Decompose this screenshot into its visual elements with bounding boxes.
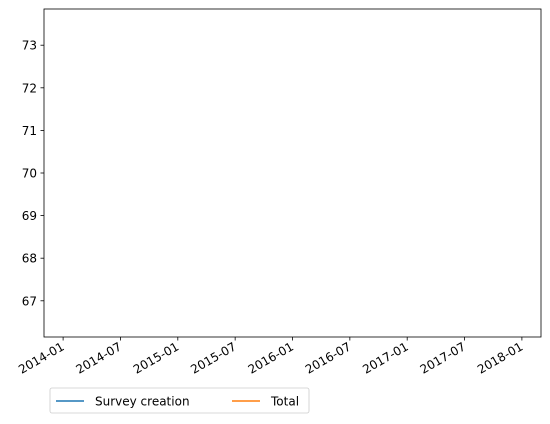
legend-label-survey-creation: Survey creation [95,395,190,409]
legend: Survey creation Total [49,387,310,414]
y-tick-label: 72 [22,81,37,95]
x-axis: 2014-01 2014-07 2015-01 2015-07 2016-01 2016-… [16,337,525,377]
x-tick-label: 2018-01 [475,339,525,376]
y-tick-label: 69 [22,209,37,223]
x-tick-label: 2015-01 [131,339,181,376]
legend-label-total: Total [270,395,299,409]
x-tick-label: 2014-01 [16,339,66,376]
y-tick-label: 68 [22,252,37,266]
y-tick-label: 70 [22,167,37,181]
plot-area [43,8,542,338]
x-tick-label: 2016-07 [303,339,353,376]
x-tick-label: 2017-01 [360,339,410,376]
legend-frame [49,387,310,414]
x-tick-label: 2017-07 [418,339,468,376]
x-tick-label: 2014-07 [74,339,124,376]
y-tick-label: 71 [22,124,37,138]
y-tick-label: 73 [22,39,37,53]
x-tick-label: 2016-01 [246,339,296,376]
y-tick-label: 67 [22,294,37,308]
y-axis: 67 68 69 70 71 72 73 [22,39,44,308]
x-tick-label: 2015-07 [188,339,238,376]
